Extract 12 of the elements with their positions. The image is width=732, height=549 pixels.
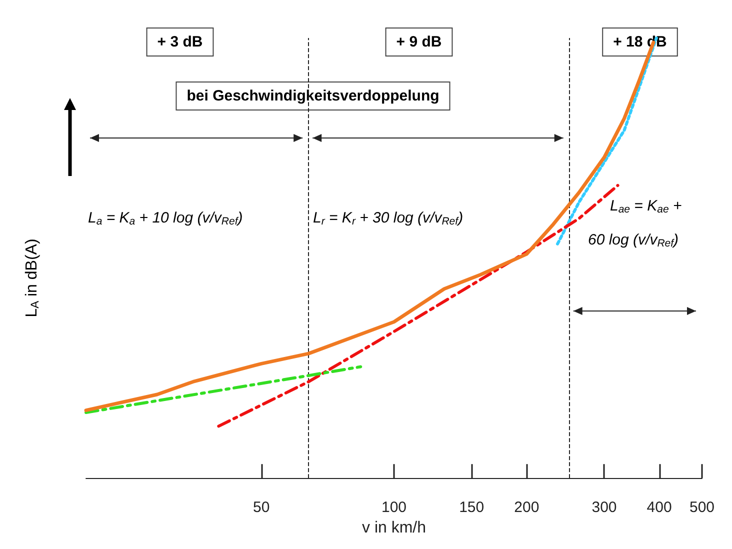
x-axis-title: v in km/h [362,520,426,536]
x-tick-label: 100 [381,499,407,516]
annotation: bei Geschwindigkeitsverdoppelung [186,88,440,104]
x-tick-label: 400 [646,499,672,516]
y-axis-title: LA in dB(A) [24,238,42,318]
x-tick-label: 150 [459,499,484,516]
annotation: + 9 dB [396,34,442,50]
x-tick-label: 50 [253,499,270,516]
annotation: + 3 dB [157,34,203,50]
x-tick-label: 500 [689,499,715,516]
x-tick-label: 300 [592,499,617,516]
x-tick-label: 200 [514,499,540,516]
